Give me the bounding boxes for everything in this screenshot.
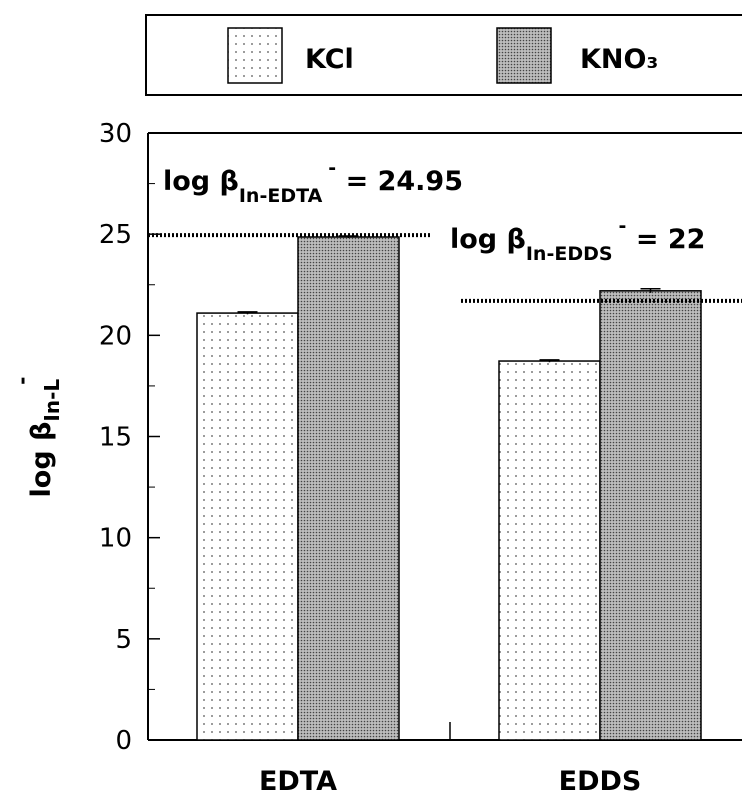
legend-label: KNO₃ xyxy=(580,44,658,75)
y-tick-label: 30 xyxy=(99,119,132,149)
annotation-sup: - xyxy=(328,157,336,179)
annotation-value: = 22 xyxy=(626,224,705,255)
bar xyxy=(498,360,601,741)
y-tick-label: 25 xyxy=(99,220,132,250)
annotation: log βIn-EDDS- = 22 xyxy=(450,215,705,265)
legend-box xyxy=(145,14,742,96)
annotation-sup: - xyxy=(619,215,627,237)
y-axis-label: log βIn-L- xyxy=(10,377,64,498)
y-label-main: log β xyxy=(26,422,57,498)
legend-swatch xyxy=(496,27,552,84)
y-tick-label: 20 xyxy=(99,321,132,351)
y-label-sup: - xyxy=(10,377,34,385)
y-tick-label: 15 xyxy=(99,423,132,453)
y-tick-label: 5 xyxy=(115,625,132,655)
annotation-main: log β xyxy=(163,166,239,197)
bar xyxy=(599,290,702,741)
x-tick-label: EDDS xyxy=(559,766,642,796)
y-tick-label: 10 xyxy=(99,524,132,554)
bar xyxy=(196,312,299,741)
legend-label: KCl xyxy=(305,44,354,75)
legend-swatch xyxy=(227,27,283,84)
annotation: log βIn-EDTA- = 24.95 xyxy=(163,157,463,207)
y-label-sub: In-L xyxy=(40,379,64,422)
annotation-value: = 24.95 xyxy=(336,166,463,197)
annotation-sub: In-EDDS xyxy=(526,243,613,265)
x-tick-label: EDTA xyxy=(259,766,337,796)
annotation-sub: In-EDTA xyxy=(239,185,323,207)
annotation-main: log β xyxy=(450,224,526,255)
bar xyxy=(297,236,400,741)
y-tick-label: 0 xyxy=(115,726,132,756)
